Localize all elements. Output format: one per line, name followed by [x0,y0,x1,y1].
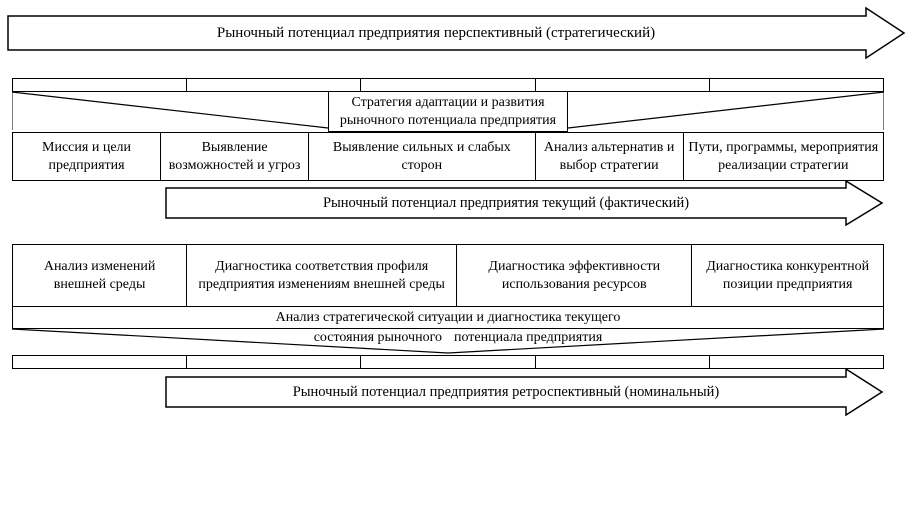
strategy-header: Стратегия адаптации и развития рыночного… [328,92,568,132]
strategy-cell-2: Выявление сильных и слабых сторон [309,133,535,181]
analysis-footer-2b: потенциала предприятия [454,330,602,346]
analysis-cell-3: Диагностика конкурентной позиции предпри… [692,245,884,307]
arrow-retrospective: Рыночный потенциал предприятия ретроспек… [164,368,884,416]
analysis-cell-2: Диагностика эффективности использования … [457,245,692,307]
segmented-spacer-top [12,78,884,92]
strategy-header-text: Стратегия адаптации и развития рыночного… [337,94,559,129]
analysis-cell-0: Анализ изменений внешней среды [13,245,187,307]
arrow-perspective-label: Рыночный потенциал предприятия перспекти… [6,6,866,60]
strategy-table: Миссия и цели предприятия Выявление возм… [12,132,884,181]
arrow-current: Рыночный потенциал предприятия текущий (… [164,180,884,226]
analysis-trapezoid-row: состояния рыночного потенциала предприят… [12,329,884,355]
strategy-cell-4: Пути, программы, мероприятия реализации … [683,133,883,181]
strategy-cell-1: Выявление возможностей и угроз [161,133,309,181]
analysis-footer-2a: состояния рыночного [314,330,442,346]
trapezoid-left-up [12,92,328,130]
strategy-trapezoid-row: Стратегия адаптации и развития рыночного… [12,92,884,132]
analysis-footer-text1: Анализ стратегической ситуации и диагнос… [276,309,621,327]
analysis-cell-1: Диагностика соответствия профиля предпри… [187,245,457,307]
strategy-cell-0: Миссия и цели предприятия [13,133,161,181]
analysis-table: Анализ изменений внешней среды Диагности… [12,244,884,307]
analysis-footer-line1: Анализ стратегической ситуации и диагнос… [12,307,884,329]
trapezoid-right-up [568,92,884,130]
segmented-spacer-bottom [12,355,884,369]
arrow-perspective: Рыночный потенциал предприятия перспекти… [6,6,906,60]
strategy-cell-3: Анализ альтернатив и выбор стратегии [535,133,683,181]
arrow-current-label: Рыночный потенциал предприятия текущий (… [164,180,848,226]
arrow-retrospective-label: Рыночный потенциал предприятия ретроспек… [164,368,848,416]
